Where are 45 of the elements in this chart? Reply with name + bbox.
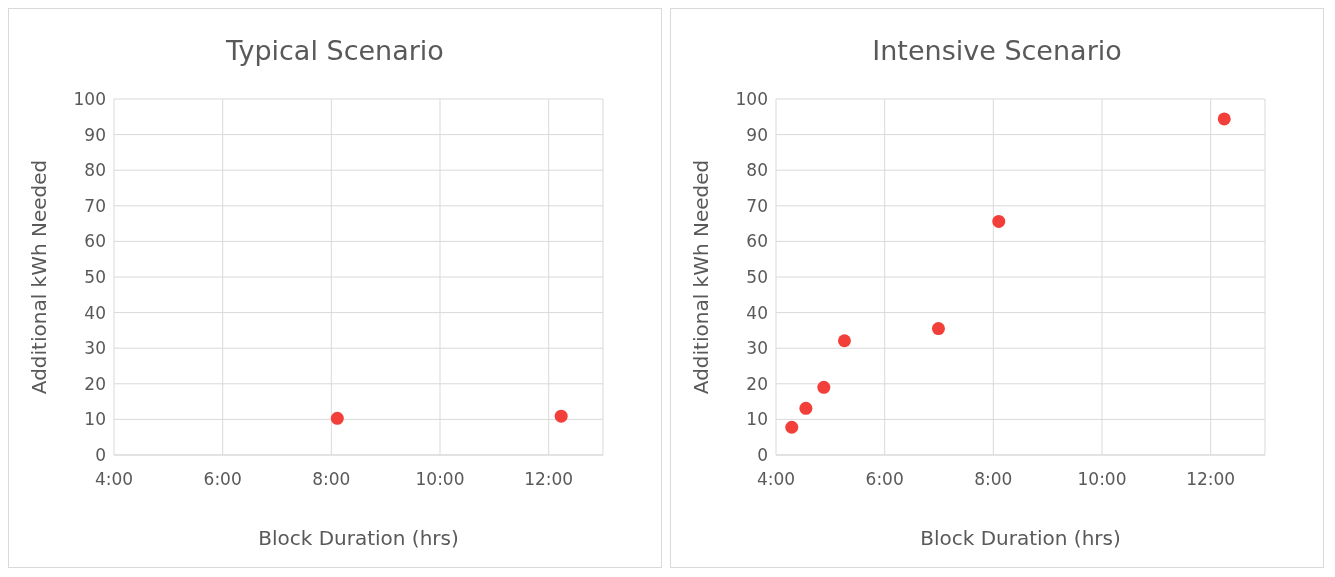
y-tick-label: 70 (746, 195, 768, 216)
x-tick-label: 12:00 (1186, 469, 1236, 490)
y-tick-label: 90 (746, 124, 768, 145)
y-tick-label: 100 (735, 89, 768, 110)
x-tick-label: 4:00 (94, 469, 134, 490)
y-tick-label: 50 (746, 267, 768, 288)
y-tick-label: 0 (757, 445, 768, 466)
y-tick-label: 40 (746, 302, 768, 323)
x-tick-label: 12:00 (524, 469, 574, 490)
y-tick-label: 60 (746, 231, 768, 252)
x-tick-label: 10:00 (415, 469, 465, 490)
point (785, 420, 799, 434)
y-tick-label: 30 (84, 338, 106, 359)
y-tick-label: 70 (84, 195, 106, 216)
y-tick-label: 40 (84, 302, 106, 323)
y-tick-label: 20 (84, 373, 106, 394)
y-tick-label: 50 (84, 267, 106, 288)
y-tick-label: 60 (84, 231, 106, 252)
y-tick-label: 80 (746, 160, 768, 181)
y-tick-label: 100 (73, 89, 106, 110)
x-tick-label: 10:00 (1077, 469, 1127, 490)
y-tick-label: 0 (95, 445, 106, 466)
x-axis-title: Block Duration (hrs) (258, 526, 459, 550)
x-axis-title: Block Duration (hrs) (920, 526, 1121, 550)
chart-title: Intensive Scenario (871, 35, 1123, 68)
x-tick-label: 4:00 (756, 469, 796, 490)
point (799, 401, 813, 415)
y-tick-label: 10 (746, 409, 768, 430)
y-tick-label: 30 (746, 338, 768, 359)
x-tick-label: 6:00 (865, 469, 904, 490)
y-tick-label: 10 (84, 409, 106, 430)
point (817, 380, 831, 394)
x-tick-label: 8:00 (312, 469, 351, 490)
point (1217, 112, 1231, 126)
point (931, 322, 945, 336)
y-tick-label: 90 (84, 124, 106, 145)
y-axis-title: Additional kWh Needed (27, 159, 52, 395)
x-tick-label: 6:00 (203, 469, 242, 490)
y-axis-title: Additional kWh Needed (689, 159, 714, 395)
y-tick-label: 20 (746, 373, 768, 394)
point (837, 334, 851, 348)
point (992, 214, 1006, 228)
chart-title: Typical Scenario (225, 35, 445, 68)
y-tick-label: 80 (84, 160, 106, 181)
x-tick-label: 8:00 (974, 469, 1013, 490)
